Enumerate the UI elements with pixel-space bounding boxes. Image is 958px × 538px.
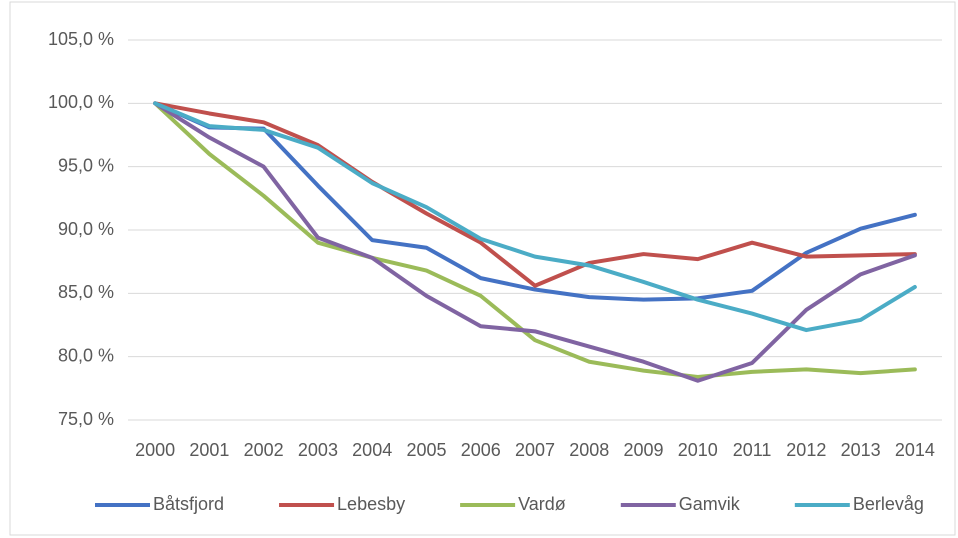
y-tick-label: 105,0 % bbox=[48, 29, 114, 49]
series-line bbox=[153, 101, 917, 288]
x-tick-label: 2007 bbox=[515, 440, 555, 460]
x-tick-label: 2013 bbox=[841, 440, 881, 460]
x-tick-label: 2000 bbox=[135, 440, 175, 460]
y-tick-label: 95,0 % bbox=[58, 155, 114, 175]
x-tick-label: 2012 bbox=[786, 440, 826, 460]
y-tick-label: 85,0 % bbox=[58, 282, 114, 302]
x-tick-label: 2004 bbox=[352, 440, 392, 460]
x-tick-label: 2003 bbox=[298, 440, 338, 460]
x-tick-label: 2006 bbox=[461, 440, 501, 460]
y-tick-label: 100,0 % bbox=[48, 92, 114, 112]
series-line bbox=[153, 101, 917, 302]
legend-label: Vardø bbox=[518, 494, 566, 514]
legend-label: Berlevåg bbox=[853, 494, 924, 514]
y-tick-label: 80,0 % bbox=[58, 345, 114, 365]
legend-label: Gamvik bbox=[679, 494, 741, 514]
legend-label: Lebesby bbox=[337, 494, 405, 514]
legend-label: Båtsfjord bbox=[153, 494, 224, 514]
x-tick-label: 2008 bbox=[569, 440, 609, 460]
series-line bbox=[153, 101, 917, 383]
x-tick-label: 2001 bbox=[189, 440, 229, 460]
x-tick-label: 2014 bbox=[895, 440, 935, 460]
series-line bbox=[153, 101, 917, 333]
y-tick-label: 90,0 % bbox=[58, 219, 114, 239]
y-tick-label: 75,0 % bbox=[58, 409, 114, 429]
x-tick-label: 2010 bbox=[678, 440, 718, 460]
x-tick-label: 2011 bbox=[733, 440, 772, 460]
series-line bbox=[153, 101, 917, 379]
x-tick-label: 2009 bbox=[624, 440, 664, 460]
x-tick-label: 2005 bbox=[406, 440, 446, 460]
x-tick-label: 2002 bbox=[244, 440, 284, 460]
chart-border bbox=[9, 1, 956, 536]
